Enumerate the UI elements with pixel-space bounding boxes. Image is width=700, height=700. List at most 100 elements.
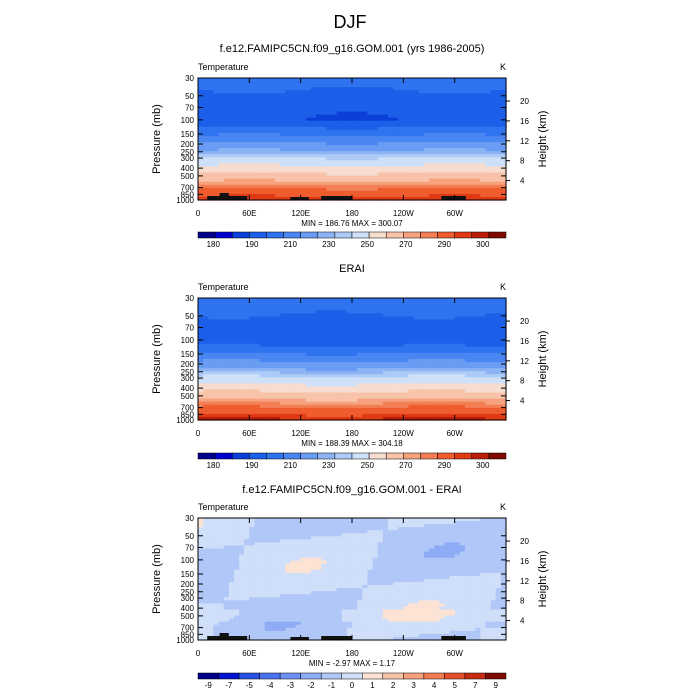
heatmap-cell: [459, 117, 466, 122]
heatmap-cell: [413, 96, 420, 100]
colorbar-swatch: [437, 231, 455, 239]
heatmap-cell: [300, 325, 307, 330]
heatmap-cell: [244, 301, 250, 305]
heatmap-cell: [310, 310, 317, 314]
heatmap-cell: [331, 395, 338, 400]
heatmap-cell: [377, 404, 384, 409]
heatmap-cell: [470, 307, 476, 311]
heatmap-cell: [398, 410, 404, 415]
heatmap-cell: [198, 175, 204, 180]
heatmap-cell: [244, 304, 250, 308]
heatmap-cell: [470, 316, 476, 320]
y-tick-label: 150: [181, 130, 195, 139]
heatmap-cell: [326, 389, 333, 394]
heatmap-cell: [305, 145, 312, 149]
heatmap-cell: [418, 380, 425, 384]
heatmap-cell: [259, 172, 266, 177]
heatmap-cell: [362, 413, 368, 418]
heatmap-cell: [264, 148, 271, 152]
heatmap-cell: [198, 328, 204, 333]
heatmap-cell: [295, 404, 302, 409]
heatmap-cell: [198, 132, 204, 137]
heatmap-cell: [336, 334, 343, 339]
heatmap-cell: [449, 126, 456, 131]
heatmap-cell: [449, 410, 456, 415]
heatmap-cell: [213, 93, 220, 97]
heatmap-cell: [485, 111, 492, 116]
heatmap-cell: [449, 117, 456, 122]
heatmap-cell: [239, 371, 245, 375]
heatmap-cell: [249, 310, 256, 314]
heatmap-cell: [500, 126, 507, 131]
heatmap-cell: [213, 325, 220, 330]
heatmap-cell: [228, 340, 235, 345]
heatmap-cell: [295, 163, 302, 168]
heatmap-cell: [459, 172, 466, 177]
heatmap-cell: [249, 368, 256, 372]
heatmap-cell: [218, 313, 225, 317]
heatmap-cell: [331, 132, 338, 137]
heatmap-cell: [208, 135, 214, 140]
heatmap-cell: [495, 401, 502, 406]
heatmap-cell: [434, 319, 440, 323]
heatmap-cell: [423, 331, 430, 336]
heatmap-cell: [372, 166, 379, 171]
heatmap-cell: [290, 395, 297, 400]
heatmap-cell: [490, 87, 497, 91]
heatmap-cell: [362, 151, 368, 155]
heatmap-cell: [387, 196, 394, 201]
heatmap-cell: [239, 126, 245, 131]
heatmap-cell: [495, 190, 502, 195]
heatmap-cell: [434, 352, 440, 357]
heatmap-cell: [264, 407, 271, 412]
heatmap-cell: [485, 307, 492, 311]
heatmap-cell: [203, 135, 209, 140]
heatmap-cell: [316, 160, 322, 164]
heatmap-cell: [377, 346, 384, 351]
heatmap-cell: [500, 175, 507, 180]
heatmap-cell: [264, 413, 271, 418]
heatmap-cell: [398, 328, 404, 333]
heatmap-cell: [475, 169, 481, 174]
heatmap-cell: [331, 398, 338, 403]
heatmap-cell: [341, 310, 348, 314]
heatmap-cell: [244, 184, 250, 189]
heatmap-cell: [470, 325, 476, 330]
heatmap-cell: [336, 81, 343, 85]
heatmap-cell: [459, 352, 466, 357]
heatmap-cell: [485, 160, 492, 164]
heatmap-cell: [418, 389, 425, 394]
heatmap-cell: [470, 398, 476, 403]
heatmap-cell: [464, 395, 471, 400]
heatmap-cell: [254, 355, 261, 360]
heatmap-cell: [500, 298, 507, 302]
heatmap-cell: [372, 102, 379, 107]
heatmap-cell: [285, 81, 291, 85]
colorbar-swatch: [266, 231, 284, 239]
x-tick-label: 180: [345, 429, 359, 438]
heatmap-cell: [459, 184, 466, 189]
heatmap-cell: [233, 307, 240, 311]
heatmap-cell: [203, 362, 209, 366]
panel-unit-label: K: [500, 62, 506, 72]
heatmap-cell: [316, 166, 322, 171]
heatmap-cell: [254, 362, 261, 366]
heatmap-cell: [198, 304, 204, 308]
heatmap-cell: [459, 371, 466, 375]
heatmap-cell: [454, 346, 461, 351]
heatmap-cell: [198, 380, 204, 384]
heatmap-cell: [228, 355, 235, 360]
heatmap-cell: [357, 395, 363, 400]
heatmap-cell: [341, 298, 348, 302]
heatmap-cell: [259, 139, 266, 143]
heatmap-cell: [490, 374, 497, 378]
heatmap-cell: [249, 90, 256, 94]
heatmap-cell: [203, 337, 209, 342]
heatmap-cell: [290, 99, 297, 103]
heatmap-cell: [495, 383, 502, 388]
heatmap-cell: [454, 105, 461, 110]
heatmap-cell: [310, 307, 317, 311]
heatmap-cell: [403, 90, 410, 94]
heatmap-cell: [377, 172, 384, 177]
heatmap-cell: [372, 410, 379, 415]
